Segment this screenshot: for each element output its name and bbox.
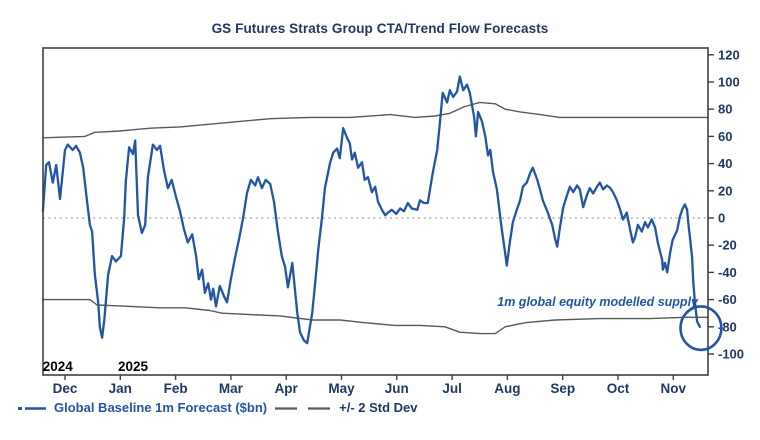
chart-legend: Global Baseline 1m Forecast ($bn) +/- 2 …	[18, 400, 418, 415]
highlight-ellipse	[679, 305, 723, 352]
y-axis-tick-label: 100	[718, 75, 740, 90]
x-axis-tick-label: Mar	[219, 381, 244, 396]
y-axis-tick-label: 120	[718, 47, 740, 62]
y-axis-tick-label: 80	[718, 102, 732, 117]
legend-label-std-dev: +/- 2 Std Dev	[339, 400, 418, 415]
upper-std-dev-line	[42, 101, 709, 139]
x-axis-tick-label: Nov	[661, 381, 687, 396]
plot-frame	[42, 47, 709, 376]
y-axis-tick-label: 0	[718, 211, 725, 226]
y-axis-tick-label: -100	[718, 347, 744, 362]
year-label: 2025	[118, 359, 149, 374]
y-axis-tick-label: -40	[718, 265, 737, 280]
year-label: 2024	[43, 359, 74, 374]
y-axis-tick-label: 40	[718, 156, 732, 171]
x-axis-tick-label: Oct	[607, 381, 630, 396]
x-axis-tick-label: Jun	[385, 381, 409, 396]
x-axis-tick-label: Feb	[164, 381, 188, 396]
chart-annotation: 1m global equity modelled supply	[497, 295, 698, 309]
x-axis-tick-label: Jan	[109, 381, 132, 396]
x-axis-tick-label: May	[328, 381, 355, 396]
legend-label-forecast: Global Baseline 1m Forecast ($bn)	[54, 400, 268, 415]
y-axis-tick-label: -80	[718, 319, 737, 334]
y-axis-tick-label: 20	[718, 183, 732, 198]
x-axis-tick-label: Jul	[442, 381, 462, 396]
x-axis-tick-label: Apr	[275, 381, 299, 396]
forecast-line	[41, 75, 701, 345]
y-axis-tick-label: 60	[718, 129, 732, 144]
std-dev-legend-marker	[275, 406, 331, 410]
forecast-line-legend-marker	[18, 406, 46, 410]
x-axis-tick-label: Aug	[494, 381, 520, 396]
lower-std-dev-line	[42, 298, 709, 335]
chart-title: GS Futures Strats Group CTA/Trend Flow F…	[211, 21, 549, 36]
y-axis-tick-label: -20	[718, 238, 737, 253]
x-axis-tick-label: Dec	[53, 381, 78, 396]
y-axis-tick-label: -60	[718, 292, 737, 307]
x-axis-tick-label: Sep	[550, 381, 575, 396]
